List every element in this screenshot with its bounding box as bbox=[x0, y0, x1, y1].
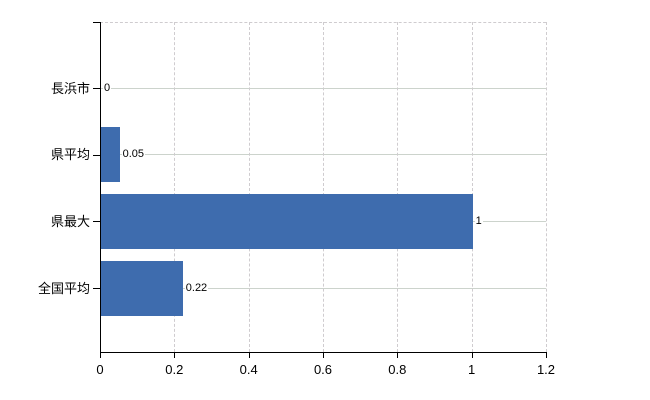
y-axis-line bbox=[100, 22, 101, 352]
bar bbox=[101, 193, 473, 249]
y-axis-tick bbox=[93, 88, 100, 89]
x-axis-tick bbox=[248, 352, 250, 358]
x-axis-tick bbox=[546, 352, 547, 358]
bar-value-label: 1 bbox=[474, 214, 483, 228]
v-gridline bbox=[546, 22, 547, 352]
x-tick-label: 1.2 bbox=[536, 362, 556, 377]
x-tick-label: 0.8 bbox=[388, 362, 407, 377]
v-gridline bbox=[323, 22, 324, 352]
x-axis-line bbox=[100, 352, 547, 353]
category-label: 県最大 bbox=[50, 213, 90, 229]
y-axis-tick bbox=[93, 288, 100, 289]
x-tick-label: 0.6 bbox=[313, 362, 333, 377]
x-axis-tick bbox=[100, 352, 101, 358]
bar-value-label: 0 bbox=[103, 81, 112, 95]
bar-value-label: 0.22 bbox=[184, 281, 209, 295]
bar-value-label: 0.05 bbox=[121, 148, 145, 162]
x-tick-label: 0.4 bbox=[239, 362, 258, 377]
category-label: 県平均 bbox=[50, 147, 90, 163]
x-tick-label: 1 bbox=[468, 362, 476, 377]
v-gridline bbox=[397, 22, 399, 352]
x-axis-tick bbox=[174, 352, 176, 358]
y-axis-tick bbox=[93, 154, 100, 156]
category-label: 長浜市 bbox=[50, 80, 90, 96]
plot-top-border bbox=[100, 22, 546, 23]
x-axis-tick bbox=[471, 352, 473, 358]
category-label: 全国平均 bbox=[37, 280, 90, 296]
v-gridline bbox=[471, 22, 473, 352]
bar bbox=[101, 127, 120, 183]
y-axis-end-tick bbox=[93, 22, 100, 23]
x-tick-label: 0 bbox=[96, 362, 104, 377]
v-gridline bbox=[248, 22, 250, 352]
y-axis-tick bbox=[93, 221, 100, 223]
x-tick-label: 0.2 bbox=[165, 362, 184, 377]
x-axis-tick bbox=[397, 352, 399, 358]
x-axis-tick bbox=[323, 352, 324, 358]
bar bbox=[101, 260, 183, 316]
v-gridline bbox=[174, 22, 176, 352]
